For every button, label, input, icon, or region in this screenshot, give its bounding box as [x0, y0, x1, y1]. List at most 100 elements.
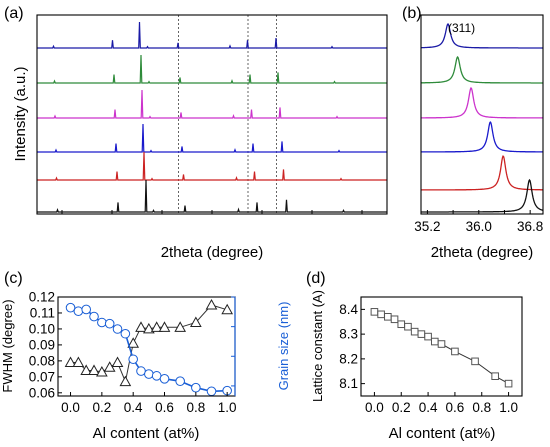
xrd-curves: [37, 21, 387, 213]
x-axis-ticks: 35.2 36.0 36.8: [414, 210, 543, 234]
lattice-point: [437, 340, 446, 348]
grain-size-point: [65, 302, 76, 313]
scatter-series: [64, 298, 234, 397]
zoom-curve: [421, 155, 543, 191]
x-tick-label: 0.4: [124, 400, 143, 415]
lattice-point: [491, 372, 499, 380]
y-axis-label: Intensity (a.u.): [12, 66, 29, 161]
x-tick-label: 0.8: [472, 400, 491, 415]
lattice-point: [377, 310, 385, 319]
panel-label-b: (b): [402, 5, 422, 22]
fwhm-point: [127, 337, 140, 348]
fwhm-point: [205, 298, 218, 310]
grain-size-point: [89, 311, 99, 322]
x-tick-label: 1.0: [218, 400, 237, 415]
grain-size-point: [81, 304, 91, 315]
xrd-curve: [37, 151, 387, 181]
peak-311-zoom-panel: (311) 35.2 36.0 36.8 2theta (degree): [414, 14, 544, 261]
lattice-point: [424, 332, 432, 341]
x-tick-label: 0.2: [92, 400, 111, 415]
zoom-curves: [421, 23, 544, 213]
left-y-axis-label: FWHM (degree): [0, 299, 15, 392]
xrd-curve: [37, 123, 387, 153]
left-y-tick-label: 0.06: [29, 385, 55, 400]
lattice-point: [504, 379, 513, 388]
lattice-point: [451, 347, 459, 356]
fwhm-point: [80, 364, 93, 375]
right-y-axis-ticks: [231, 296, 236, 396]
fwhm-point: [150, 321, 163, 332]
zoom-curve: [421, 178, 544, 213]
left-y-tick-label: 0.07: [29, 369, 55, 384]
fwhm-point: [221, 303, 234, 315]
fwhm-point: [64, 356, 77, 367]
lattice-point: [410, 327, 419, 336]
fwhm-point: [189, 316, 202, 328]
grain-size-point: [159, 374, 170, 384]
y-tick-label: 8.4: [339, 302, 358, 317]
grain-size-point: [136, 366, 146, 376]
grain-size-point: [120, 328, 131, 339]
lattice-point: [384, 313, 392, 321]
left-y-axis-ticks: 0.060.070.080.090.100.110.12: [29, 290, 62, 400]
lattice-point: [370, 308, 379, 316]
fwhm-point: [135, 321, 147, 332]
x-axis-ticks: [61, 210, 363, 214]
x-tick-label: 1.0: [499, 400, 518, 415]
lattice-point: [404, 322, 412, 331]
fwhm-point: [174, 321, 187, 332]
left-y-tick-label: 0.09: [29, 337, 55, 352]
y-tick-label: 8.1: [339, 376, 358, 391]
fwhm-point: [88, 364, 100, 375]
y-tick-label: 8.2: [339, 351, 358, 366]
x-axis-ticks: 0.0 0.2 0.4 0.6 0.8 1.0: [365, 392, 518, 415]
x-axis-label: Al content (at%): [389, 425, 496, 442]
x-tick-label: 0.6: [155, 400, 174, 415]
zoom-curve: [421, 86, 543, 119]
lattice-point: [390, 315, 399, 324]
peak-label-311: (311): [448, 21, 475, 35]
lattice-point: [430, 337, 439, 346]
xrd-pattern-panel: 2theta (degree) Intensity (a.u.): [12, 14, 388, 261]
x-tick-label: 36.0: [466, 219, 492, 234]
grain-size-point: [144, 369, 154, 379]
panel-label-c: (c): [4, 270, 23, 287]
left-y-tick-label: 0.11: [30, 305, 55, 320]
zoom-curve: [421, 23, 543, 49]
grain-size-point: [175, 376, 185, 386]
panel-label-d: (d): [306, 270, 326, 287]
grain-size-point: [128, 354, 138, 365]
zoom-curve: [421, 56, 543, 84]
x-tick-label: 36.8: [517, 219, 543, 234]
y-tick-label: 8.3: [339, 327, 358, 342]
fwhm-point: [111, 356, 124, 367]
reflection-lines: [178, 15, 277, 214]
fwhm-point: [158, 321, 171, 332]
x-tick-label: 0.0: [365, 400, 384, 415]
zoom-curve: [421, 121, 543, 153]
grain-size-point: [206, 386, 217, 397]
y-axis-label: Lattice constant (A): [310, 290, 325, 402]
xrd-curve: [37, 179, 387, 213]
fwhm-grain-size-panel: 0.0 0.2 0.4 0.6 0.8 1.0 0.060.070.080.090.100…: [0, 290, 291, 443]
grain-size-point: [97, 317, 107, 328]
left-y-tick-label: 0.12: [29, 290, 55, 305]
grain-size-point: [191, 382, 201, 393]
xrd-curve: [37, 21, 387, 49]
fwhm-point: [143, 322, 155, 334]
x-tick-label: 35.2: [414, 219, 440, 234]
xrd-curve: [37, 54, 387, 84]
plot-frame: [420, 14, 544, 215]
grain-size-point: [112, 324, 123, 334]
xrd-curve: [37, 89, 387, 119]
right-y-axis-label: Grain size (nm): [276, 302, 291, 391]
lattice-point: [417, 330, 426, 338]
grain-size-point: [73, 306, 84, 317]
lattice-point: [397, 320, 406, 329]
lattice-series: [370, 308, 513, 388]
x-tick-label: 0.6: [446, 400, 465, 415]
y-axis-ticks: 8.1 8.2 8.3 8.4: [339, 302, 365, 391]
left-y-tick-label: 0.10: [29, 321, 55, 336]
lattice-constant-panel: 0.0 0.2 0.4 0.6 0.8 1.0 8.1 8.2 8.3 8.4 Al conte…: [310, 290, 523, 442]
